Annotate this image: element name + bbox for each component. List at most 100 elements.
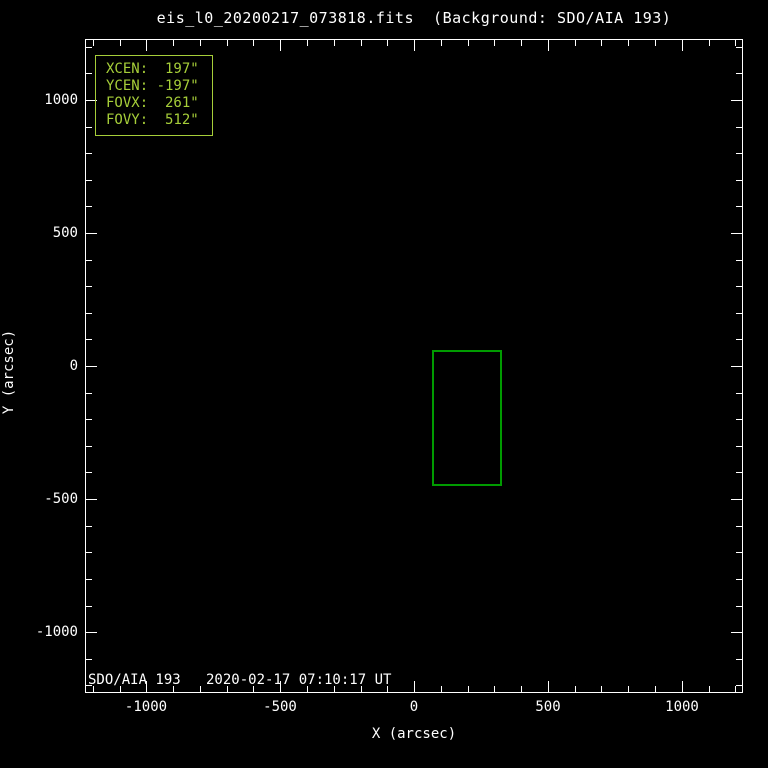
y-minor-tick <box>86 179 92 181</box>
x-minor-tick <box>92 686 94 692</box>
x-minor-tick <box>173 686 174 692</box>
x-tick-label: 0 <box>409 699 419 715</box>
y-tick-label: -500 <box>44 491 78 507</box>
x-minor-tick <box>521 40 523 46</box>
y-minor-tick <box>736 419 742 421</box>
x-minor-tick <box>360 40 362 46</box>
y-minor-tick <box>86 46 92 48</box>
y-major-tick <box>86 366 97 367</box>
y-tick-label: 0 <box>69 358 78 374</box>
x-minor-tick <box>494 686 496 692</box>
x-minor-tick <box>708 686 710 692</box>
x-major-tick <box>681 681 683 692</box>
x-minor-tick <box>601 686 603 692</box>
y-minor-tick <box>86 658 92 660</box>
background-credit-label: SDO/AIA 193 2020-02-17 07:10:17 UT <box>88 672 392 686</box>
y-minor-tick <box>86 552 92 554</box>
y-minor-tick <box>86 153 92 155</box>
x-tick-label: 1000 <box>665 699 699 715</box>
x-minor-tick <box>467 40 469 46</box>
x-major-tick <box>547 681 549 692</box>
x-minor-tick <box>601 40 603 46</box>
x-minor-tick <box>306 686 308 692</box>
x-minor-tick <box>387 40 389 46</box>
x-tick-label: -500 <box>263 699 297 715</box>
fov-rectangle <box>432 350 502 486</box>
x-minor-tick <box>119 40 121 46</box>
x-major-tick <box>547 40 549 51</box>
y-minor-tick <box>86 73 92 75</box>
y-minor-tick <box>736 392 742 394</box>
y-minor-tick <box>86 578 92 580</box>
x-minor-tick <box>226 40 228 46</box>
y-minor-tick <box>736 605 742 607</box>
x-minor-tick <box>199 686 201 692</box>
y-major-tick <box>731 232 742 234</box>
info-line-fovy: FOVY: 512" <box>106 112 199 128</box>
info-line-xcen: XCEN: 197" <box>106 61 199 77</box>
y-minor-tick <box>736 658 742 660</box>
x-minor-tick <box>253 40 255 46</box>
x-minor-tick <box>628 40 630 46</box>
y-minor-tick <box>736 552 742 554</box>
x-minor-tick <box>440 686 442 692</box>
y-minor-tick <box>736 339 742 341</box>
x-minor-tick <box>92 40 94 46</box>
y-minor-tick <box>86 206 92 208</box>
y-major-tick <box>731 366 742 367</box>
x-minor-tick <box>360 686 362 692</box>
x-minor-tick <box>199 40 201 46</box>
y-minor-tick <box>86 286 92 288</box>
y-minor-tick <box>736 126 742 128</box>
x-major-tick <box>280 681 282 692</box>
x-tick-label: -1000 <box>124 699 168 715</box>
y-tick-label: -1000 <box>35 624 78 640</box>
x-minor-tick <box>119 686 121 692</box>
background-credit-clip: SDO/AIA 193 2020-02-17 07:10:17 UT <box>88 672 448 686</box>
x-minor-tick <box>333 40 335 46</box>
y-minor-tick <box>736 73 742 75</box>
y-minor-tick <box>736 312 742 314</box>
x-minor-tick <box>387 686 389 692</box>
y-minor-tick <box>86 126 92 128</box>
y-major-tick <box>86 99 97 101</box>
y-minor-tick <box>736 259 742 261</box>
y-minor-tick <box>86 339 92 341</box>
y-minor-tick <box>86 605 92 607</box>
y-major-tick <box>731 99 742 101</box>
y-minor-tick <box>86 419 92 421</box>
y-minor-tick <box>86 525 92 527</box>
y-major-tick <box>731 499 742 501</box>
y-minor-tick <box>86 472 92 474</box>
plot-frame <box>85 39 743 693</box>
y-tick-label: 500 <box>52 225 78 241</box>
x-minor-tick <box>628 686 630 692</box>
x-axis-label: X (arcsec) <box>371 726 457 742</box>
x-minor-tick <box>467 686 469 692</box>
x-minor-tick <box>173 40 174 46</box>
x-minor-tick <box>333 686 335 692</box>
y-major-tick <box>86 499 97 501</box>
y-minor-tick <box>86 445 92 447</box>
y-minor-tick <box>736 46 742 48</box>
y-minor-tick <box>736 685 742 687</box>
x-minor-tick <box>655 40 656 46</box>
x-major-tick <box>414 40 415 51</box>
info-line-ycen: YCEN: -197" <box>106 78 199 94</box>
x-minor-tick <box>735 40 737 46</box>
y-minor-tick <box>736 179 742 181</box>
y-minor-tick <box>86 259 92 261</box>
x-major-tick <box>414 681 415 692</box>
y-minor-tick <box>86 312 92 314</box>
x-minor-tick <box>440 40 442 46</box>
x-minor-tick <box>655 686 656 692</box>
x-minor-tick <box>226 686 228 692</box>
x-minor-tick <box>574 686 576 692</box>
fov-info-box: XCEN: 197" YCEN: -197" FOVX: 261" FOVY: … <box>95 55 213 136</box>
y-major-tick <box>86 632 97 634</box>
info-line-fovx: FOVX: 261" <box>106 95 199 111</box>
y-minor-tick <box>736 578 742 580</box>
x-minor-tick <box>253 686 255 692</box>
y-major-tick <box>731 632 742 634</box>
y-minor-tick <box>86 685 92 687</box>
